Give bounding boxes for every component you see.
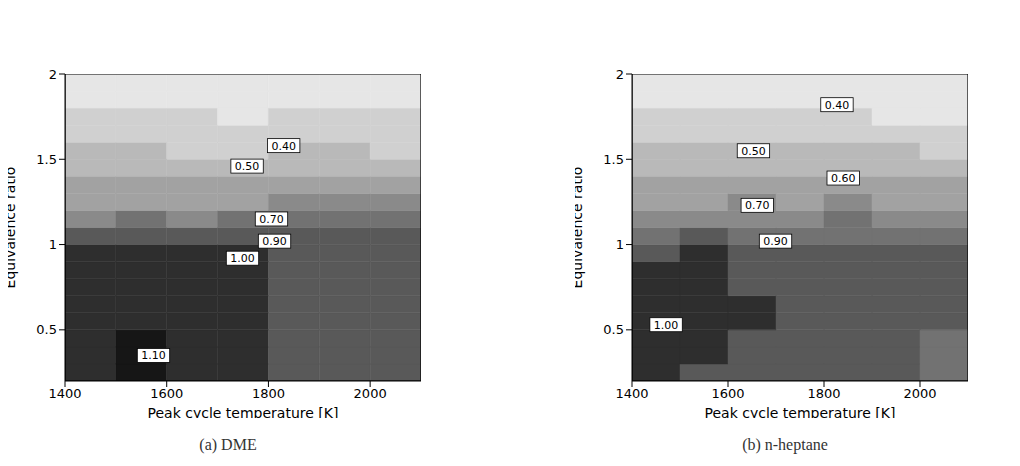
svg-text:0.5: 0.5 [36, 322, 57, 337]
svg-text:2: 2 [616, 67, 624, 82]
svg-text:0.50: 0.50 [235, 160, 260, 173]
svg-text:0.90: 0.90 [262, 235, 287, 248]
html-text:(b) n-heptane: (b) n-heptane [742, 436, 828, 453]
svg-text:Equivalence ratio: Equivalence ratio [575, 167, 585, 289]
svg-text:0.50: 0.50 [741, 145, 766, 158]
svg-text:2: 2 [49, 67, 57, 82]
svg-text:1.10: 1.10 [141, 349, 166, 362]
svg-text:Peak cycle temperature [K]: Peak cycle temperature [K] [148, 405, 339, 418]
svg-text:0.5: 0.5 [603, 322, 624, 337]
svg-text:1800: 1800 [807, 386, 840, 401]
svg-text:2000: 2000 [903, 386, 936, 401]
svg-text:2000: 2000 [354, 386, 387, 401]
svg-text:1400: 1400 [615, 386, 648, 401]
svg-text:0.70: 0.70 [259, 213, 284, 226]
svg-text:1.00: 1.00 [230, 252, 255, 265]
svg-text:1.00: 1.00 [654, 319, 679, 332]
html-text:(a) DME: (a) DME [199, 436, 257, 453]
svg-text:0.40: 0.40 [825, 99, 850, 112]
svg-text:1: 1 [616, 237, 624, 252]
svg-text:1400: 1400 [48, 386, 81, 401]
svg-text:1800: 1800 [252, 386, 285, 401]
svg-text:1.5: 1.5 [36, 152, 57, 167]
svg-text:1600: 1600 [711, 386, 744, 401]
svg-text:0.90: 0.90 [763, 235, 788, 248]
svg-text:0.60: 0.60 [831, 172, 856, 185]
svg-text:Peak cycle temperature [K]: Peak cycle temperature [K] [705, 405, 896, 418]
svg-text:1.5: 1.5 [603, 152, 624, 167]
svg-text:1: 1 [49, 237, 57, 252]
svg-text:0.70: 0.70 [745, 199, 770, 212]
svg-text:Equivalence ratio: Equivalence ratio [8, 167, 18, 289]
svg-text:0.40: 0.40 [271, 140, 296, 153]
svg-text:1600: 1600 [150, 386, 183, 401]
